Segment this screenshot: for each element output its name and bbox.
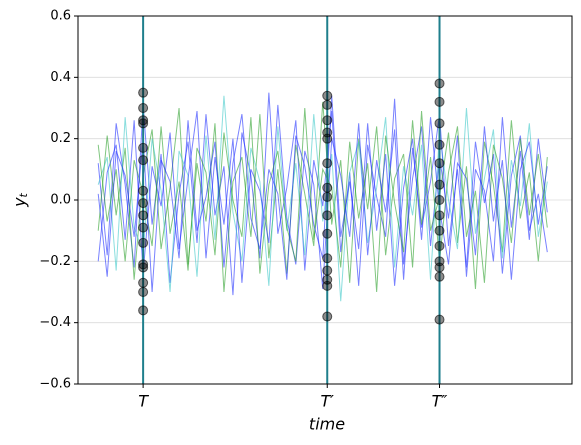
marker (138, 185, 149, 196)
marker (434, 271, 445, 282)
marker (322, 99, 333, 110)
marker (434, 179, 445, 190)
marker (138, 259, 149, 270)
y-tick-label: 0.2 (50, 131, 71, 146)
marker (138, 287, 149, 297)
x-tick-label: T″ (432, 392, 448, 411)
marker (434, 158, 445, 169)
marker (322, 90, 333, 101)
x-tick-label: T (138, 392, 149, 411)
marker (138, 118, 149, 129)
series-line (97, 104, 548, 289)
marker (322, 311, 333, 322)
marker (322, 228, 333, 239)
series-line (97, 95, 548, 302)
x-tick-label: T′ (321, 392, 335, 411)
marker (138, 87, 149, 98)
series-line (97, 107, 548, 293)
y-tick-label: −0.4 (39, 315, 71, 330)
marker (138, 198, 149, 209)
marker (138, 277, 149, 288)
marker (138, 115, 149, 126)
marker (434, 210, 445, 221)
marker (322, 182, 333, 193)
y-tick-label: 0.4 (50, 70, 71, 85)
y-tick-label: −0.2 (39, 254, 71, 269)
marker (434, 314, 445, 325)
y-tick-label: 0.6 (50, 9, 71, 24)
series-line (97, 101, 548, 293)
marker (322, 253, 333, 264)
x-axis-label: time (309, 415, 345, 434)
marker (138, 305, 149, 316)
marker (138, 155, 149, 166)
y-tick-label: 0.0 (50, 193, 71, 208)
marker (138, 222, 149, 233)
marker (138, 142, 149, 153)
marker (434, 241, 445, 251)
y-axis-label: yt (10, 192, 31, 207)
marker (138, 210, 149, 221)
y-label-base: y (10, 197, 29, 208)
marker (434, 225, 445, 236)
plot-frame (77, 15, 573, 385)
marker (138, 262, 149, 273)
marker (434, 118, 445, 129)
marker (434, 195, 445, 205)
marker (322, 210, 333, 221)
marker (434, 96, 445, 107)
marker (138, 103, 149, 113)
marker (322, 115, 333, 126)
marker (322, 265, 333, 276)
y-label-subscript: t (17, 192, 30, 197)
marker (322, 191, 333, 202)
y-tick-label: −0.6 (39, 377, 71, 392)
marker (138, 237, 149, 248)
marker (434, 139, 445, 150)
marker (434, 262, 445, 273)
marker (434, 78, 445, 89)
marker (322, 133, 333, 144)
marker (322, 158, 333, 169)
series-line (97, 95, 548, 293)
marker (322, 280, 333, 291)
